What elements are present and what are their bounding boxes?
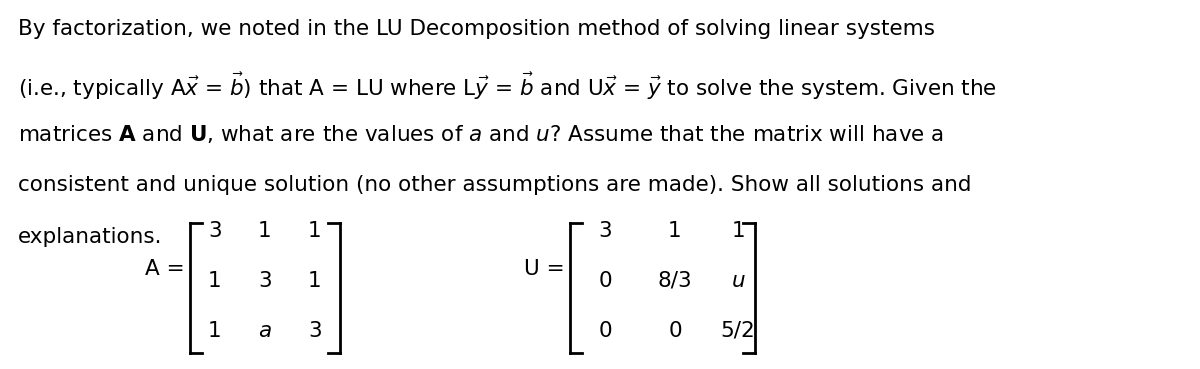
Text: U =: U = [524, 259, 565, 279]
Text: By factorization, we noted in the LU Decomposition method of solving linear syst: By factorization, we noted in the LU Dec… [18, 19, 935, 39]
Text: 0: 0 [598, 271, 612, 291]
Text: 3: 3 [208, 221, 222, 241]
Text: 3: 3 [598, 221, 612, 241]
Text: 1: 1 [731, 221, 745, 241]
Text: 1: 1 [308, 221, 322, 241]
Text: 5/2: 5/2 [721, 321, 755, 341]
Text: 1: 1 [208, 321, 222, 341]
Text: 3: 3 [308, 321, 322, 341]
Text: 1: 1 [668, 221, 682, 241]
Text: $u$: $u$ [731, 271, 745, 291]
Text: (i.e., typically A$\vec{x}$ = $\vec{b}$) that A = LU where L$\vec{y}$ = $\vec{b}: (i.e., typically A$\vec{x}$ = $\vec{b}$)… [18, 71, 997, 102]
Text: 1: 1 [258, 221, 272, 241]
Text: 8/3: 8/3 [658, 271, 692, 291]
Text: A =: A = [145, 259, 185, 279]
Text: 0: 0 [668, 321, 682, 341]
Text: 1: 1 [208, 271, 222, 291]
Text: 0: 0 [598, 321, 612, 341]
Text: 3: 3 [258, 271, 272, 291]
Text: 1: 1 [308, 271, 322, 291]
Text: $a$: $a$ [258, 321, 272, 341]
Text: consistent and unique solution (no other assumptions are made). Show all solutio: consistent and unique solution (no other… [18, 175, 972, 195]
Text: matrices $\mathbf{A}$ and $\mathbf{U}$, what are the values of $a$ and $u$? Assu: matrices $\mathbf{A}$ and $\mathbf{U}$, … [18, 123, 944, 145]
Text: explanations.: explanations. [18, 227, 162, 247]
